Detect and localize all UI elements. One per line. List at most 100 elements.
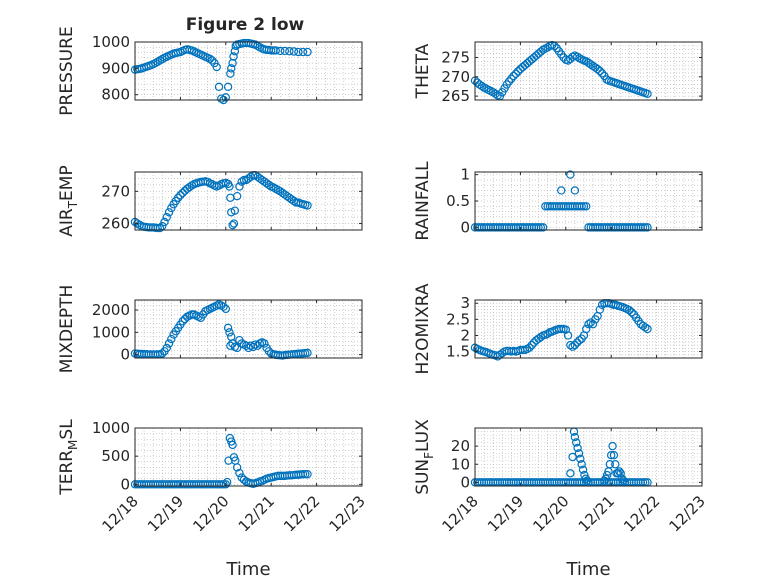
data-point — [244, 343, 253, 353]
y-label-main: TERR — [57, 450, 77, 496]
data-point — [223, 323, 233, 333]
data-point — [207, 56, 217, 65]
y-axis-label: THETA — [413, 43, 433, 99]
y-axis-label: SUNFLUX — [413, 419, 436, 495]
data-point — [611, 460, 620, 469]
y-axis-label: RAINFALL — [413, 161, 433, 241]
y-label-rest: LUX — [413, 419, 433, 452]
x-axis-label: Time — [225, 559, 270, 580]
axes-background — [135, 300, 362, 358]
y-tick-label: 20 — [451, 437, 470, 455]
data-point — [232, 463, 242, 472]
y-tick-label: 270 — [441, 68, 470, 86]
series-pressure — [130, 38, 312, 105]
data-point — [570, 432, 580, 442]
y-label-subscript: T — [66, 200, 80, 209]
y-axis-label: AIRTEMP — [57, 165, 80, 236]
data-point — [228, 440, 237, 450]
y-axis-label: TERRMSL — [57, 419, 80, 496]
y-tick-label: 10 — [451, 455, 470, 473]
y-label-subscript: M — [66, 440, 80, 450]
data-point — [641, 323, 650, 332]
data-point — [225, 182, 234, 191]
data-point — [162, 343, 171, 353]
x-axis-label: Time — [565, 559, 610, 580]
data-point — [164, 208, 174, 217]
subplot-h2omixra: 1.522.53 H2OMIXRA — [413, 283, 703, 375]
data-point — [584, 319, 593, 329]
data-point — [235, 182, 244, 191]
data-point — [232, 191, 242, 201]
data-point — [534, 223, 543, 232]
series-terr_msl — [130, 433, 312, 489]
axes-box — [474, 427, 703, 487]
data-point — [289, 47, 299, 56]
series-mixdepth — [130, 300, 312, 360]
data-point — [221, 304, 230, 314]
data-point — [298, 469, 308, 479]
subplot-air_temp: 260 270 AIRTEMP — [57, 165, 363, 237]
data-point — [164, 339, 174, 348]
data-point — [572, 438, 581, 447]
data-point — [566, 170, 575, 179]
y-label-rest: SL — [57, 419, 77, 440]
data-point — [582, 324, 591, 334]
data-point — [239, 175, 249, 185]
data-point — [568, 342, 577, 351]
minor-grid — [134, 300, 363, 358]
data-point — [619, 476, 628, 485]
axes-box — [134, 171, 363, 231]
y-tick-label: 1000 — [92, 33, 130, 51]
data-point — [229, 219, 239, 228]
data-point — [276, 46, 285, 56]
data-point — [229, 52, 238, 61]
data-point — [303, 47, 312, 57]
series-air_temp — [130, 171, 312, 233]
axes-background — [135, 42, 362, 100]
data-point — [570, 186, 580, 195]
data-point — [185, 182, 194, 192]
data-point — [608, 441, 617, 451]
axes-box — [474, 41, 703, 101]
data-point — [575, 336, 584, 345]
data-point — [205, 54, 215, 64]
data-point — [221, 93, 230, 102]
data-point — [579, 202, 589, 211]
data-point — [214, 82, 224, 92]
y-label-rest: EMP — [57, 165, 77, 201]
data-point — [536, 332, 546, 342]
data-point — [574, 449, 584, 458]
data-point — [615, 467, 624, 476]
series-h2omixra — [470, 299, 652, 361]
axes-background — [475, 42, 702, 100]
y-tick-label: 0 — [460, 473, 470, 491]
y-tick-label: 0 — [460, 218, 470, 236]
data-point — [609, 450, 619, 460]
y-tick-label: 1 — [460, 166, 470, 184]
data-point — [577, 202, 586, 211]
data-point — [178, 316, 187, 326]
data-point — [162, 212, 171, 222]
data-point — [298, 47, 308, 57]
data-point — [178, 188, 187, 198]
data-point — [577, 460, 586, 469]
axes-background — [135, 428, 362, 486]
data-point — [641, 223, 650, 232]
data-point — [212, 62, 221, 72]
y-tick-label: 0 — [120, 346, 130, 364]
y-tick-label: 265 — [441, 87, 470, 105]
data-point — [602, 470, 612, 480]
data-point — [173, 193, 183, 202]
data-point — [568, 452, 577, 462]
y-tick-label: 1.5 — [446, 343, 470, 361]
data-point — [576, 454, 585, 464]
data-point — [557, 186, 566, 195]
data-point — [264, 347, 274, 356]
data-point — [511, 69, 521, 78]
data-point — [158, 349, 167, 358]
data-point — [248, 342, 258, 352]
data-point — [301, 469, 310, 479]
y-tick-label: 1000 — [92, 323, 130, 341]
data-point — [221, 480, 230, 489]
